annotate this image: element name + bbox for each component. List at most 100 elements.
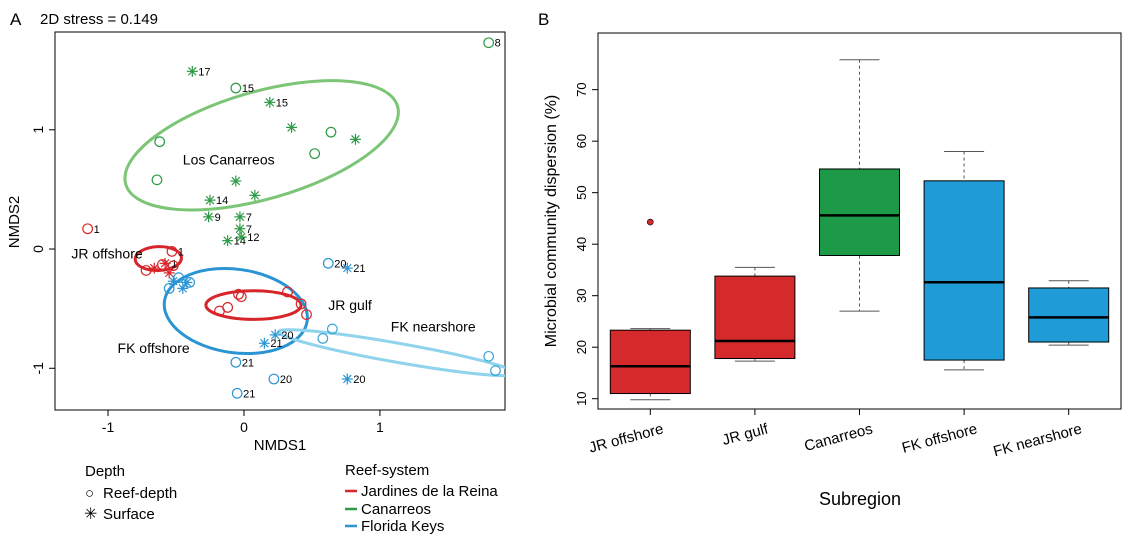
- y-tick-label-b: 20: [574, 340, 589, 354]
- point-label: 17: [198, 66, 210, 78]
- point-reef-depth: [167, 260, 179, 272]
- y-tick-label-b: 30: [574, 288, 589, 302]
- point-reef-depth: [151, 174, 163, 186]
- point-reef-depth: [268, 373, 280, 385]
- point-reef-depth: [490, 365, 501, 377]
- axes-layer-b: 10 20 30 40 50 60 70 JR offshore JR gulf Canarreo…: [574, 82, 1084, 460]
- point-reef-depth: [163, 282, 175, 294]
- x-axis-label-a: NMDS1: [254, 437, 307, 454]
- panel-b-label: B: [538, 10, 549, 29]
- point-label: 20: [334, 258, 346, 270]
- star-stroke: [160, 259, 170, 268]
- y-tick-label-b: 60: [574, 134, 589, 148]
- x-tick-label-a: -1: [102, 419, 115, 435]
- stress-subtitle: 2D stress = 0.149: [40, 11, 158, 28]
- iqr-box: [714, 275, 796, 360]
- point-surface: [222, 235, 234, 247]
- point-surface: [148, 262, 160, 274]
- point-reef-depth: [230, 82, 242, 94]
- x-tick-label-b: JR offshore: [587, 420, 665, 456]
- x-tick-label-a: 1: [376, 419, 384, 435]
- panel-b-boxplot: B 10 20 30 40 50 60 70 JR offshore JR gulf Canarr…: [538, 10, 1122, 509]
- point-label: 7: [246, 212, 252, 224]
- point-reef-depth: [326, 323, 338, 335]
- point-reef-depth: [325, 126, 337, 138]
- ellipse-0: [123, 79, 400, 212]
- boxes-layer: [609, 59, 1110, 401]
- x-tick-label-b: FK nearshore: [992, 420, 1084, 460]
- legend-depth: Depth ○ Reef-depth ✳ Surface: [84, 463, 177, 523]
- ellipse-label: Los Canarreos: [183, 151, 275, 167]
- box-jr-gulf: [714, 266, 796, 362]
- point-surface: [235, 231, 247, 243]
- outlier-point: [646, 218, 654, 226]
- box-jr-offshore: [609, 218, 691, 401]
- ellipse-1: [133, 245, 183, 273]
- point-reef-depth: [231, 387, 243, 399]
- point-label: 21: [270, 338, 282, 350]
- box-fk-nearshore: [1028, 280, 1110, 346]
- star-stroke: [250, 191, 260, 200]
- point-label: 20: [353, 374, 365, 386]
- y-tick-label-a: 0: [30, 245, 46, 253]
- star-stroke: [231, 176, 241, 186]
- star-stroke: [149, 263, 159, 273]
- point-label: 21: [242, 357, 254, 369]
- point-surface: [186, 65, 198, 77]
- point-reef-depth: [166, 246, 178, 257]
- ellipse-label: FK nearshore: [391, 318, 476, 334]
- iqr-box: [1028, 287, 1110, 343]
- point-label: 1: [178, 246, 184, 258]
- point-label: 15: [276, 97, 288, 109]
- point-label: 14: [216, 195, 228, 207]
- point-label: 9: [215, 212, 221, 224]
- point-reef-depth: [317, 333, 329, 344]
- point-surface: [264, 96, 276, 108]
- x-axis-label-b: Subregion: [819, 489, 901, 509]
- point-label: 12: [247, 232, 259, 244]
- y-tick-label-b: 70: [574, 82, 589, 96]
- point-label: 8: [495, 38, 501, 50]
- y-tick-label-b: 10: [574, 391, 589, 405]
- x-tick-label-b: JR gulf: [720, 420, 770, 449]
- axes-layer-a: -1 0 1 -1 0 1: [30, 126, 384, 435]
- legend-jr-label: Jardines de la Reina: [361, 483, 498, 500]
- iqr-box: [609, 329, 691, 395]
- x-tick-label-b: Canarreos: [802, 420, 874, 455]
- legend-depth-title: Depth: [85, 463, 125, 480]
- star-stroke: [205, 195, 215, 205]
- x-tick-label-b: FK offshore: [900, 420, 979, 456]
- point-reef-depth: [235, 291, 247, 303]
- box-canarreos: [819, 59, 900, 312]
- panel-a-label: A: [10, 10, 22, 29]
- ellipse-3: [162, 267, 309, 356]
- point-surface: [258, 337, 270, 349]
- point-reef-depth: [157, 259, 168, 270]
- legend-can-label: Canarreos: [361, 501, 431, 518]
- star-stroke: [182, 278, 192, 287]
- star-stroke: [287, 123, 296, 132]
- star-stroke: [223, 236, 232, 245]
- legend-depth-symbol-circle: ○: [85, 485, 94, 502]
- star-stroke: [235, 224, 245, 234]
- ellipse-label: JR gulf: [328, 297, 372, 313]
- y-axis-label-b: Microbial community dispersion (%): [543, 95, 560, 348]
- legend-surface-label: Surface: [103, 506, 155, 523]
- point-surface: [230, 175, 242, 187]
- ellipse-2: [204, 289, 303, 321]
- point-reef-depth: [140, 265, 152, 276]
- y-tick-label-b: 40: [574, 237, 589, 251]
- point-reef-depth: [309, 148, 321, 160]
- point-label: 20: [281, 330, 293, 342]
- point-reef-depth: [483, 350, 495, 362]
- ellipse-label: FK offshore: [118, 340, 190, 356]
- point-surface: [349, 133, 361, 145]
- point-surface: [269, 329, 281, 341]
- point-reef-depth: [322, 257, 334, 269]
- iqr-box: [923, 180, 1005, 361]
- legend-reef-title: Reef-system: [345, 462, 429, 479]
- point-surface: [249, 189, 261, 201]
- point-reef-depth: [154, 136, 166, 148]
- point-surface: [203, 211, 215, 223]
- point-reef-depth: [184, 277, 195, 288]
